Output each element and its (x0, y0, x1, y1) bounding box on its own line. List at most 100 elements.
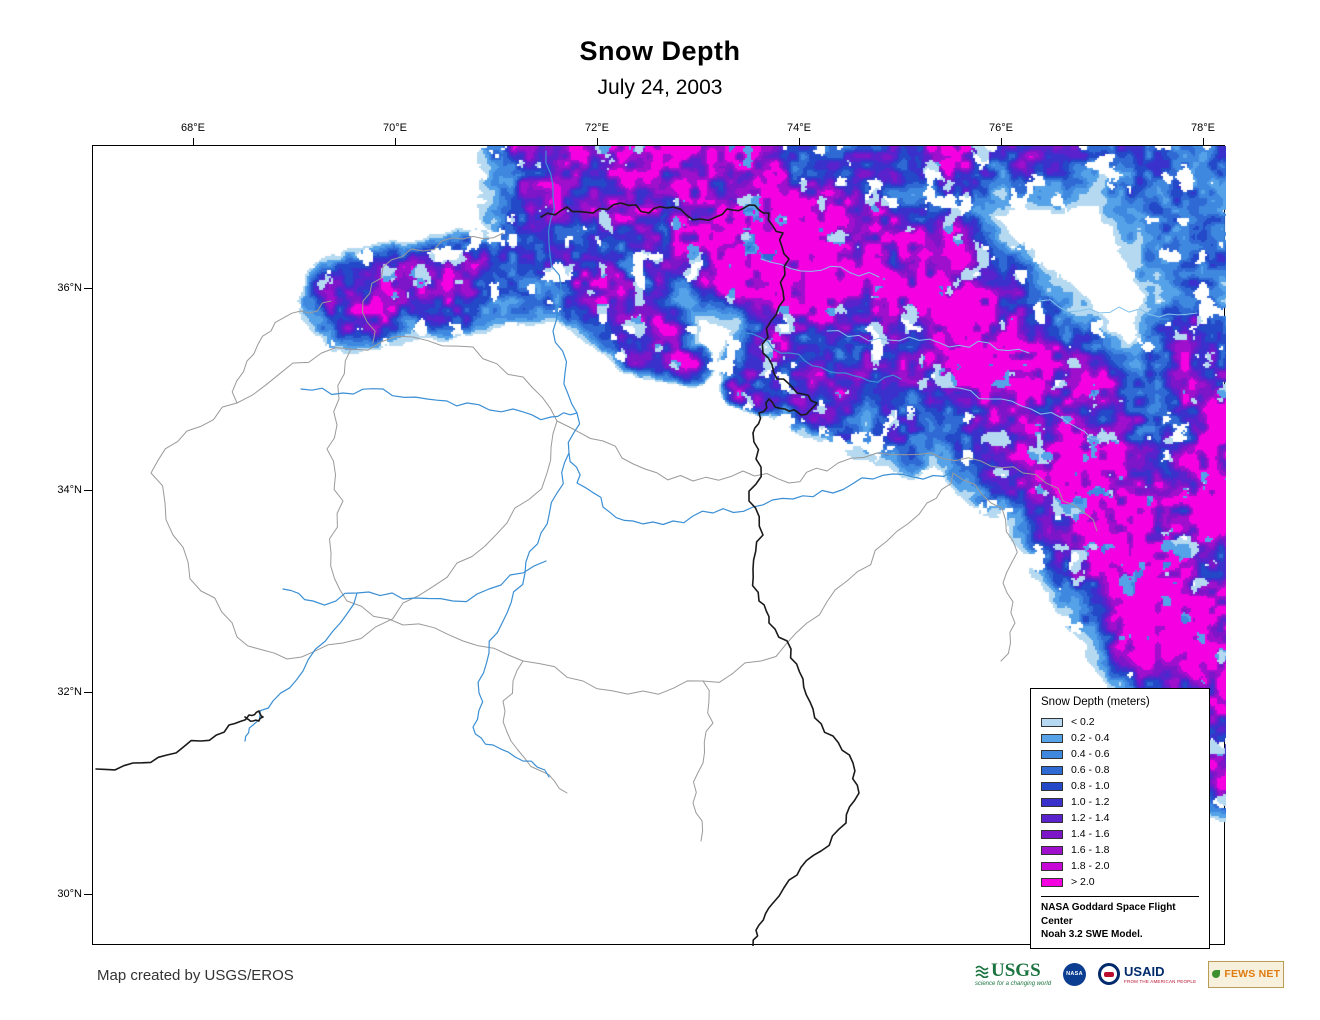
river-line (282, 560, 547, 606)
legend-item-label: 0.8 - 1.0 (1071, 780, 1110, 792)
legend-item: 1.0 - 1.2 (1041, 794, 1199, 810)
legend-item: 1.4 - 1.6 (1041, 826, 1199, 842)
longitude-tick-mark (799, 138, 800, 145)
legend-color-swatch (1041, 813, 1063, 823)
longitude-tick-label: 78°E (1191, 122, 1215, 134)
river-line (742, 332, 902, 383)
watershed-boundary-line (326, 348, 352, 602)
stream-line (760, 258, 880, 278)
legend-item-label: 0.4 - 0.6 (1071, 748, 1110, 760)
legend: Snow Depth (meters) < 0.2 0.2 - 0.4 0.4 - … (1030, 688, 1210, 949)
river-line (300, 387, 578, 421)
legend-item: > 2.0 (1041, 874, 1199, 890)
longitude-tick-label: 70°E (383, 122, 407, 134)
map-subtitle: July 24, 2003 (597, 76, 723, 99)
longitude-tick-mark (395, 138, 396, 145)
longitude-tick-label: 76°E (989, 122, 1013, 134)
legend-item: 1.6 - 1.8 (1041, 842, 1199, 858)
legend-item-label: 0.2 - 0.4 (1071, 732, 1110, 744)
legend-color-swatch (1041, 829, 1063, 839)
usgs-logo: USGS science for a changing world (975, 961, 1051, 987)
watershed-boundary-line (952, 472, 1018, 662)
legend-item-label: 1.6 - 1.8 (1071, 844, 1110, 856)
watershed-boundary-line (692, 680, 714, 842)
latitude-tick-mark (84, 692, 92, 693)
watershed-boundary-line (361, 232, 504, 344)
latitude-tick-label: 34°N (57, 484, 82, 496)
latitude-tick-label: 36°N (57, 282, 82, 294)
legend-source: NASA Goddard Space Flight Center Noah 3.… (1041, 896, 1199, 942)
fewsnet-logo: FEWS NET (1208, 960, 1285, 988)
river-line (472, 150, 581, 778)
fewsnet-logo-text: FEWS NET (1224, 968, 1281, 980)
fewsnet-leaf-icon (1212, 970, 1221, 978)
legend-title: Snow Depth (meters) (1041, 696, 1150, 708)
legend-item-label: 1.0 - 1.2 (1071, 796, 1110, 808)
longitude-tick-mark (193, 138, 194, 145)
longitude-tick-mark (597, 138, 598, 145)
longitude-tick-mark (1203, 138, 1204, 145)
legend-color-swatch (1041, 797, 1063, 807)
legend-color-swatch (1041, 861, 1063, 871)
legend-item-label: 1.2 - 1.4 (1071, 812, 1110, 824)
watershed-boundary-line (150, 335, 558, 660)
legend-item: < 0.2 (1041, 714, 1199, 730)
longitude-tick-label: 68°E (181, 122, 205, 134)
usgs-wave-icon (975, 965, 989, 978)
longitude-tick-mark (1001, 138, 1002, 145)
legend-item: 0.2 - 0.4 (1041, 730, 1199, 746)
legend-item-label: 1.8 - 2.0 (1071, 860, 1110, 872)
usaid-emblem-icon (1098, 963, 1121, 985)
stream-line (826, 330, 1030, 354)
legend-color-swatch (1041, 845, 1063, 855)
usgs-logo-text: USGS (991, 960, 1041, 981)
legend-color-swatch (1041, 733, 1063, 743)
latitude-tick-mark (84, 288, 92, 289)
map-vector-overlay (95, 150, 1198, 946)
legend-color-swatch (1041, 877, 1063, 887)
country-boundary-line (95, 710, 264, 771)
watershed-boundary-line (231, 300, 332, 404)
latitude-tick-mark (84, 490, 92, 491)
river-line (568, 452, 954, 526)
longitude-tick-label: 74°E (787, 122, 811, 134)
watershed-boundary-line (502, 660, 568, 794)
legend-source-line1: NASA Goddard Space Flight Center (1041, 902, 1176, 927)
legend-source-line2: Noah 3.2 SWE Model. (1041, 929, 1143, 940)
longitude-tick-label: 72°E (585, 122, 609, 134)
legend-color-swatch (1041, 765, 1063, 775)
country-boundary-line (540, 202, 818, 434)
latitude-tick-label: 32°N (57, 686, 82, 698)
latitude-tick-mark (84, 894, 92, 895)
stream-line (1038, 299, 1198, 318)
map-credit: Map created by USGS/EROS (97, 967, 294, 984)
country-boundary-line (748, 432, 860, 946)
watershed-boundary-line (826, 452, 1098, 532)
nasa-logo-text: NASA (1066, 971, 1083, 977)
legend-item: 0.6 - 0.8 (1041, 762, 1199, 778)
legend-item-label: 0.6 - 0.8 (1071, 764, 1110, 776)
legend-items: < 0.2 0.2 - 0.4 0.4 - 0.6 0.6 - 0.8 0.8 - 1.… (1041, 714, 1199, 890)
usaid-logo-text: USAID (1124, 963, 1165, 979)
stream-line (948, 386, 1102, 440)
latitude-tick-label: 30°N (57, 888, 82, 900)
legend-item: 1.2 - 1.4 (1041, 810, 1199, 826)
legend-color-swatch (1041, 781, 1063, 791)
legend-item-label: 1.4 - 1.6 (1071, 828, 1110, 840)
legend-item: 0.8 - 1.0 (1041, 778, 1199, 794)
usgs-logo-tagline: science for a changing world (975, 981, 1052, 987)
legend-item: 0.4 - 0.6 (1041, 746, 1199, 762)
legend-color-swatch (1041, 717, 1063, 727)
usaid-logo-tagline: FROM THE AMERICAN PEOPLE (1124, 978, 1197, 984)
usaid-logo: USAID FROM THE AMERICAN PEOPLE (1098, 963, 1196, 985)
nasa-insignia-icon: NASA (1063, 962, 1087, 986)
watershed-boundary-line (556, 420, 828, 484)
legend-color-swatch (1041, 749, 1063, 759)
legend-item: 1.8 - 2.0 (1041, 858, 1199, 874)
legend-item-label: < 0.2 (1071, 716, 1095, 728)
map-title: Snow Depth (579, 36, 741, 66)
legend-item-label: > 2.0 (1071, 876, 1095, 888)
river-line (244, 592, 358, 742)
logo-row: USGS science for a changing world NASA U… (975, 956, 1285, 992)
